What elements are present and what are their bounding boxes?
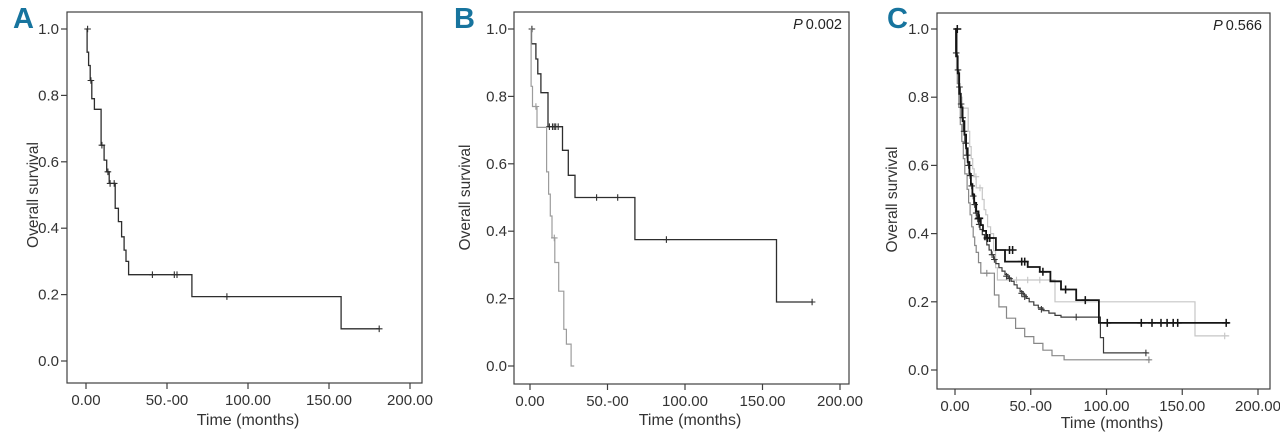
x-tick-label: 200.00 bbox=[1235, 398, 1280, 415]
x-tick-label: 0.00 bbox=[940, 398, 969, 415]
y-tick-label: 0.6 bbox=[486, 156, 507, 173]
survival-curve-group-black-thick bbox=[955, 28, 1230, 324]
censor-marks-group-light-gray bbox=[972, 173, 1228, 340]
x-tick-label: 50.-00 bbox=[586, 393, 629, 410]
censor-marks-group-black-thick bbox=[953, 25, 1231, 327]
y-tick-label: 1.0 bbox=[486, 21, 507, 38]
y-axis-title: Overall survival bbox=[884, 147, 901, 253]
y-tick-label: 0.2 bbox=[486, 291, 507, 308]
panel-c-letter: C bbox=[887, 3, 908, 35]
censor-marks-group-dark bbox=[528, 25, 816, 306]
censor-marks-whole-cohort bbox=[84, 25, 383, 333]
y-axis-title: Overall survival bbox=[457, 145, 474, 251]
survival-curve-group-light-gray bbox=[955, 28, 1230, 337]
x-tick-label: 200.00 bbox=[817, 393, 863, 410]
panel-c-plot: 0.00 50.-00 100.00 150.00 200.00 1.0 0.8 0.6 0.4… bbox=[884, 12, 1280, 432]
y-tick-label: 0.8 bbox=[486, 88, 507, 105]
y-tick-label: 0.0 bbox=[486, 358, 507, 375]
y-tick-label: 0.8 bbox=[38, 87, 59, 104]
censor-marks-group-gray bbox=[532, 103, 558, 242]
panel-a-plot: 0.00 50.-00 100.00 150.00 200.00 1.0 0.8 0.6 0.4… bbox=[25, 11, 433, 429]
x-tick-label: 100.00 bbox=[225, 392, 271, 409]
y-tick-label: 0.6 bbox=[908, 157, 929, 174]
y-tick-label: 0.2 bbox=[908, 294, 929, 311]
censor-marks-group-mid-gray bbox=[983, 269, 1153, 364]
y-tick-label: 0.4 bbox=[486, 223, 507, 240]
panel-b-letter: B bbox=[454, 3, 475, 35]
y-axis-title: Overall survival bbox=[25, 142, 42, 248]
x-tick-label: 200.00 bbox=[387, 392, 433, 409]
censor-marks-group-black-censored bbox=[952, 49, 1150, 357]
x-tick-label: 150.00 bbox=[1159, 398, 1205, 415]
survival-curve-whole-cohort bbox=[86, 28, 380, 330]
x-tick-label: 50.-00 bbox=[146, 392, 189, 409]
x-tick-label: 0.00 bbox=[71, 392, 100, 409]
survival-curve-group-dark bbox=[530, 28, 813, 303]
x-tick-label: 150.00 bbox=[740, 393, 786, 410]
survival-curve-group-gray bbox=[530, 28, 575, 367]
x-tick-label: 150.00 bbox=[306, 392, 352, 409]
plot-frame bbox=[66, 11, 423, 384]
x-axis-title: Time (months) bbox=[1061, 415, 1164, 432]
y-tick-label: 0.0 bbox=[38, 353, 59, 370]
x-axis-title: Time (months) bbox=[639, 412, 742, 429]
x-tick-label: 0.00 bbox=[515, 393, 544, 410]
plot-frame bbox=[513, 11, 850, 385]
y-tick-label: 0.6 bbox=[38, 154, 59, 171]
p-value-label: P 0.566 bbox=[1213, 18, 1262, 34]
y-tick-label: 0.8 bbox=[908, 89, 929, 106]
plot-frame bbox=[936, 12, 1271, 390]
panel-a-letter: A bbox=[13, 3, 34, 35]
x-axis-title: Time (months) bbox=[197, 412, 300, 429]
survival-curve-group-black-censored bbox=[955, 28, 1148, 354]
y-tick-label: 1.0 bbox=[908, 21, 929, 38]
p-value-label: P 0.002 bbox=[793, 17, 842, 33]
y-tick-label: 1.0 bbox=[38, 21, 59, 38]
x-tick-label: 100.00 bbox=[662, 393, 708, 410]
x-tick-label: 100.00 bbox=[1084, 398, 1130, 415]
x-tick-label: 50.-00 bbox=[1009, 398, 1052, 415]
panel-b-plot: 0.00 50.-00 100.00 150.00 200.00 1.0 0.8 0.6 0.4… bbox=[457, 11, 863, 429]
y-tick-label: 0.4 bbox=[38, 220, 59, 237]
y-tick-label: 0.4 bbox=[908, 226, 929, 243]
y-tick-label: 0.2 bbox=[38, 287, 59, 304]
y-tick-label: 0.0 bbox=[908, 362, 929, 379]
survival-curve-group-mid-gray bbox=[955, 28, 1151, 361]
